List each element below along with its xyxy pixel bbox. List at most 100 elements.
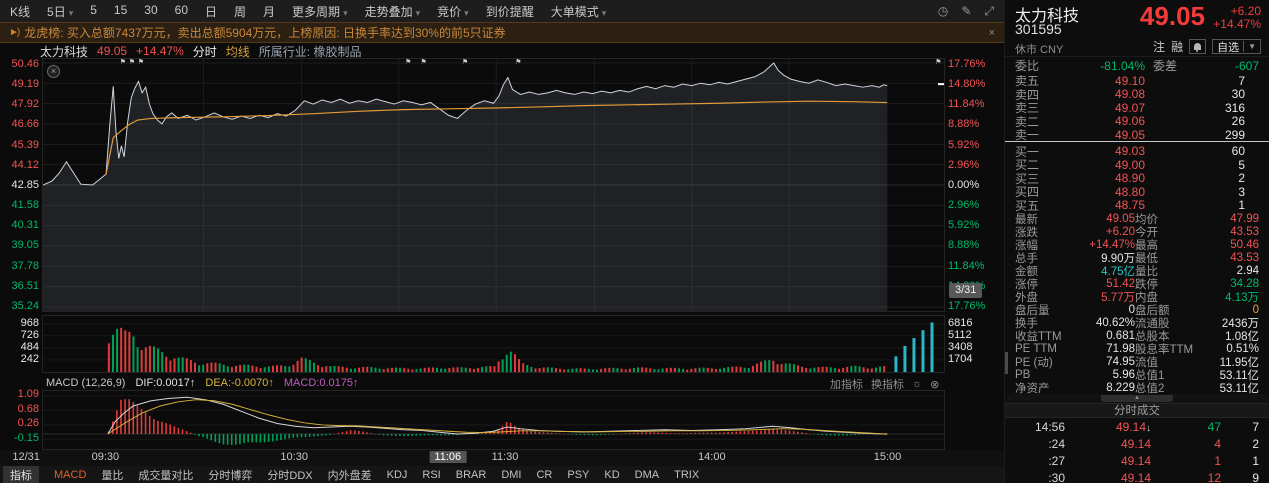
indicator-item-成交量对比[interactable]: 成交量对比 xyxy=(138,469,194,482)
event-marker-icon[interactable]: ⚑ xyxy=(515,59,522,66)
ma-toggle[interactable]: 均线 xyxy=(225,44,250,59)
book-price: 48.80 xyxy=(1114,184,1145,199)
stat-row: 涨幅 +14.47% 最高 50.46 xyxy=(1005,237,1269,252)
toolbar-item-日[interactable]: 日 xyxy=(205,4,218,19)
close-overlay-icon[interactable]: × xyxy=(47,65,60,78)
alert-bell-button[interactable] xyxy=(1189,39,1207,54)
order-book-row[interactable]: 卖二 49.06 26 xyxy=(1005,113,1269,129)
order-book-row[interactable]: 买三 48.90 2 xyxy=(1005,170,1269,186)
indicator-item-TRIX[interactable]: TRIX xyxy=(674,468,700,481)
history-icon[interactable]: ◷ xyxy=(937,3,949,18)
toolbar-item-竞价[interactable]: 竞价 ▾ xyxy=(437,4,469,19)
stat-value: 0 xyxy=(1128,304,1135,316)
indicator-item-指标[interactable]: 指标 xyxy=(3,465,39,483)
indicator-item-量比[interactable]: 量比 xyxy=(101,469,124,482)
order-book-row[interactable]: 卖五 49.10 7 xyxy=(1005,72,1269,89)
percent-axis-label: 11.84% xyxy=(948,98,985,111)
indicator-item-分时博弈[interactable]: 分时博弈 xyxy=(208,469,253,482)
stat-label: 涨停 xyxy=(1015,279,1038,291)
indicator-item-内外盘差[interactable]: 内外盘差 xyxy=(327,469,372,482)
event-marker-icon[interactable]: ⚑ xyxy=(128,59,135,66)
toolbar-item-月[interactable]: 月 xyxy=(263,4,276,19)
indicator-item-DMI[interactable]: DMI xyxy=(501,468,522,481)
crosshair-time-badge: 11:06 xyxy=(429,451,467,463)
dragon-tiger-notice: ►) 龙虎榜: 买入总额7437万元，卖出总额5904万元，上榜原因: 日换手率… xyxy=(0,22,1004,43)
divider xyxy=(1243,41,1245,52)
tick-trade-row[interactable]: :27 49.14 1 1 xyxy=(1005,452,1269,469)
notice-close-icon[interactable]: × xyxy=(988,26,995,39)
switch-indicator-button[interactable]: 换指标 xyxy=(871,379,904,391)
weibi-label: 委比 xyxy=(1015,59,1040,73)
tick-trade-row[interactable]: :24 49.14 4 2 xyxy=(1005,435,1269,452)
toolbar-item-60[interactable]: 60 xyxy=(174,2,188,17)
stat-label: 金额 xyxy=(1015,266,1038,278)
stat-value: 5.96 xyxy=(1112,369,1135,381)
order-book-row[interactable]: 买四 48.80 3 xyxy=(1005,183,1269,200)
toolbar-item-走势叠加[interactable]: 走势叠加 ▾ xyxy=(364,4,421,19)
add-indicator-button[interactable]: 加指标 xyxy=(830,379,863,391)
event-marker-icon[interactable]: ⚑ xyxy=(420,59,427,66)
stat-value: 4.75亿 xyxy=(1101,266,1135,278)
order-book-row[interactable]: 买二 49.00 5 xyxy=(1005,156,1269,173)
macd-chart[interactable] xyxy=(42,390,945,450)
book-level-label: 买三 xyxy=(1015,171,1040,186)
book-price: 49.03 xyxy=(1114,144,1145,158)
tick-trades-tab[interactable]: 分时成交 xyxy=(1005,403,1269,418)
watchlist-label: 自选 xyxy=(1217,41,1240,54)
order-book-row[interactable]: 卖四 49.08 30 xyxy=(1005,86,1269,102)
percent-axis-label: 5.92% xyxy=(948,219,980,232)
indicator-item-DMA[interactable]: DMA xyxy=(634,468,660,481)
order-book-row[interactable]: 买一 49.03 60 xyxy=(1005,143,1269,159)
indicator-bar: 指标 MACD 量比 成交量对比 分时博弈 分时DDX 内外盘差 KDJ RSI BRAR DMI C… xyxy=(0,465,1004,483)
event-marker-icon[interactable]: ⚑ xyxy=(119,59,126,66)
indicator-item-KDJ[interactable]: KDJ xyxy=(386,468,408,481)
industry-link[interactable]: 所属行业: 橡胶制品 xyxy=(258,44,362,59)
event-marker-icon[interactable]: ⚑ xyxy=(935,59,942,66)
intraday-price-chart[interactable] xyxy=(42,58,945,312)
volume-axis-label: 1704 xyxy=(948,353,973,365)
indicator-item-分时DDX[interactable]: 分时DDX xyxy=(267,469,313,482)
tick-trade-row[interactable]: :30 49.14 12 9 xyxy=(1005,469,1269,483)
stat-value: 34.28 xyxy=(1230,278,1259,290)
order-book-row[interactable]: 买五 48.75 1 xyxy=(1005,197,1269,213)
expand-icon[interactable]: ⤢ xyxy=(984,3,994,18)
event-marker-icon[interactable]: ⚑ xyxy=(461,59,469,66)
order-book-row[interactable]: 卖一 49.05 299 xyxy=(1005,126,1269,143)
stat-value: 0 xyxy=(1252,304,1259,316)
toolbar-item-周[interactable]: 周 xyxy=(234,4,247,19)
price-axis-label: 37.78 xyxy=(11,259,39,272)
stat-value: 53.11亿 xyxy=(1219,383,1259,395)
stat-value: 2436万 xyxy=(1221,318,1259,330)
toolbar-item-K线[interactable]: K线 xyxy=(10,4,31,19)
volume-chart[interactable] xyxy=(42,315,945,373)
macd-axis-label: -0.15 xyxy=(13,431,39,444)
add-watchlist-button[interactable]: 自选 ▼ xyxy=(1212,39,1261,54)
panel-resize-grip[interactable] xyxy=(1005,352,1008,374)
event-marker-icon[interactable]: ⚑ xyxy=(405,59,412,66)
collapse-handle[interactable]: ▲ xyxy=(1005,394,1269,403)
stat-label: 涨跌 xyxy=(1015,227,1038,239)
toolbar-item-5[interactable]: 5 xyxy=(90,2,97,17)
indicator-item-RSI[interactable]: RSI xyxy=(422,468,441,481)
stat-row: 外盘 5.77万 内盘 4.13万 xyxy=(1005,289,1269,304)
indicator-item-PSY[interactable]: PSY xyxy=(567,468,590,481)
toolbar-item-30[interactable]: 30 xyxy=(144,2,158,17)
chart-price: 49.05 xyxy=(97,44,128,58)
book-volume: 2 xyxy=(1238,171,1245,185)
tick-trade-row[interactable]: 14:56 49.14↓ 47 7 xyxy=(1005,418,1269,435)
indicator-settings-icon[interactable]: ☼ xyxy=(912,378,923,390)
toolbar-item-5日[interactable]: 5日 ▾ xyxy=(47,4,74,19)
draw-tool-icon[interactable]: ✎ xyxy=(961,3,972,18)
toolbar-item-大单模式[interactable]: 大单模式 ▾ xyxy=(550,4,607,19)
order-book-row[interactable]: 卖三 49.07 316 xyxy=(1005,99,1269,116)
toolbar-item-到价提醒[interactable]: 到价提醒 xyxy=(485,4,534,19)
indicator-item-MACD[interactable]: MACD xyxy=(54,468,87,481)
indicator-item-CR[interactable]: CR xyxy=(536,468,553,481)
indicator-item-BRAR[interactable]: BRAR xyxy=(455,468,487,481)
chart-mode-label[interactable]: 分时 xyxy=(192,44,217,59)
event-marker-icon[interactable]: ⚑ xyxy=(137,59,144,66)
indicator-close-icon[interactable]: ⊗ xyxy=(930,378,940,391)
toolbar-item-15[interactable]: 15 xyxy=(113,2,128,17)
toolbar-item-更多周期[interactable]: 更多周期 ▾ xyxy=(292,4,348,19)
indicator-item-KD[interactable]: KD xyxy=(604,468,620,481)
